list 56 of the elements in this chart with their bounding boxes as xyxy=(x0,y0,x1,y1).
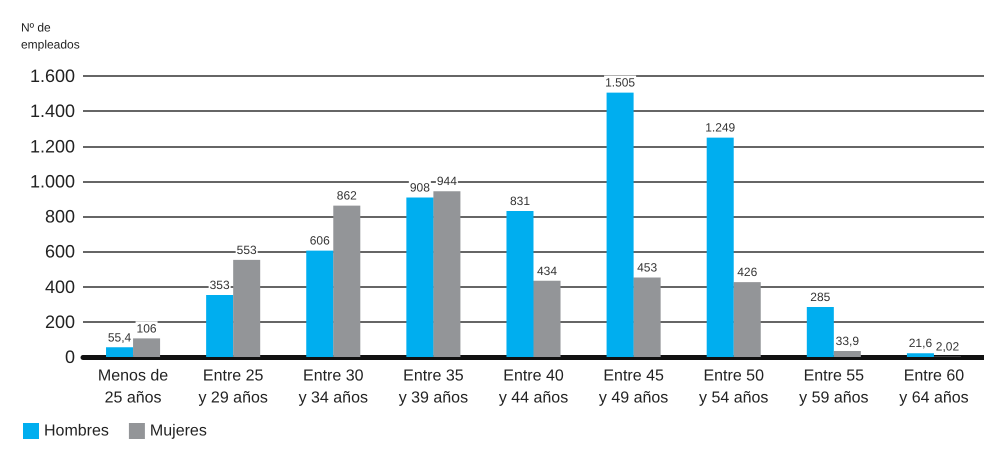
y-tick-label: 400 xyxy=(44,276,75,297)
bar xyxy=(133,338,160,357)
data-label: 1.505 xyxy=(605,76,636,90)
x-tick-label: Entre 30 y 34 años xyxy=(298,368,368,406)
y-tick-label: 1.600 xyxy=(30,66,75,86)
bar xyxy=(806,306,834,357)
data-label: 2,02 xyxy=(936,340,960,354)
data-label: 33,9 xyxy=(836,334,860,348)
y-tick-label: 1.000 xyxy=(30,171,75,192)
y-tick-label: 1.400 xyxy=(30,101,75,122)
data-label: 553 xyxy=(236,242,258,257)
data-label: 353 xyxy=(210,278,230,292)
data-label: 21,6 xyxy=(908,336,932,350)
bar xyxy=(834,351,861,357)
data-label: 944 xyxy=(436,174,458,188)
data-label: 831 xyxy=(510,194,530,208)
bar xyxy=(734,282,761,357)
data-label: 106 xyxy=(136,321,157,336)
bar xyxy=(406,198,434,357)
x-tick-label: Entre 55 y 59 años xyxy=(799,368,869,406)
y-tick-label: 800 xyxy=(44,206,75,226)
bar xyxy=(433,191,460,357)
x-tick-label: Entre 40 y 44 años xyxy=(498,368,568,406)
data-label: 285 xyxy=(810,290,831,304)
data-label: 606 xyxy=(310,234,330,248)
bar xyxy=(506,211,534,357)
x-tick-label: Entre 50 y 54 años xyxy=(699,368,768,406)
bar xyxy=(906,353,934,357)
y-tick-label: 600 xyxy=(44,242,75,262)
x-tick-label: Entre 25 y 29 años xyxy=(198,368,268,406)
bar xyxy=(534,280,561,357)
data-label: 908 xyxy=(410,180,430,195)
bar xyxy=(706,138,734,357)
bar xyxy=(306,250,334,357)
legend-label: Hombres xyxy=(44,422,109,440)
bar xyxy=(206,295,234,357)
bar xyxy=(233,260,260,357)
y-tick-label: 1.200 xyxy=(30,136,75,156)
x-tick-label: Entre 45 y 49 años xyxy=(598,368,668,406)
bar xyxy=(333,206,360,357)
bar xyxy=(606,92,634,357)
y-tick-label: 0 xyxy=(64,347,75,367)
x-tick-label: Entre 35 y 39 años xyxy=(398,368,468,406)
y-tick-label: 200 xyxy=(44,312,75,332)
legend-label: Mujeres xyxy=(150,422,207,440)
x-tick-label: Menos de 25 años xyxy=(98,368,168,406)
data-label: 1.249 xyxy=(705,120,736,135)
data-label: 55,4 xyxy=(108,330,132,344)
data-label: 453 xyxy=(637,260,658,274)
data-label: 862 xyxy=(336,188,358,203)
bar xyxy=(634,277,661,357)
data-label: 434 xyxy=(537,264,558,278)
x-tick-label: Entre 60 y 64 años xyxy=(899,368,969,406)
y-axis-title: Nº de empleados xyxy=(21,20,80,52)
bar xyxy=(106,347,134,357)
data-label: 426 xyxy=(737,265,758,280)
